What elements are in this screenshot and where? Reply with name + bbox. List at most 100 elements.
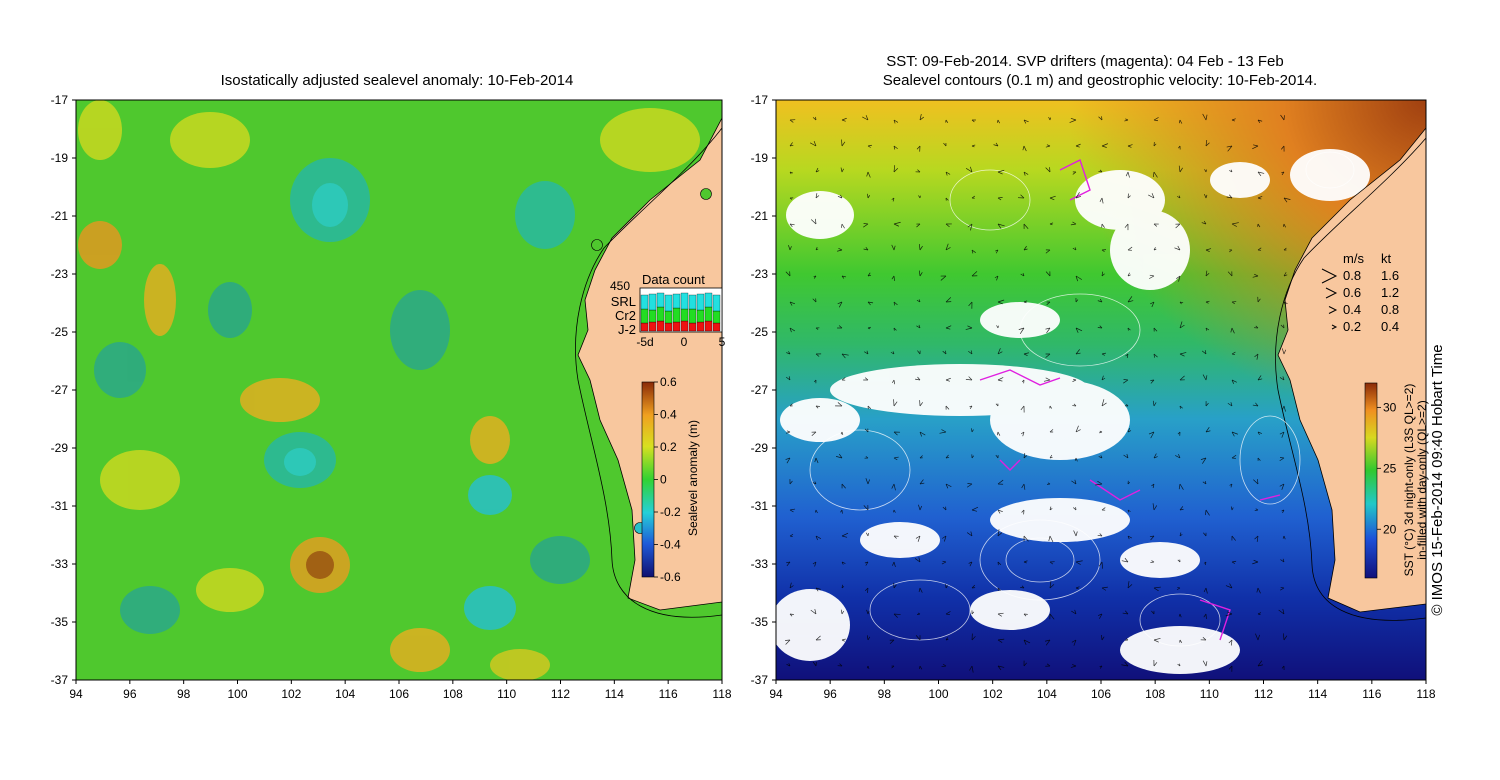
data-count-bar	[680, 308, 689, 322]
right-map-x-tick-label: 102	[983, 687, 1003, 701]
left-colorbar-tick-label: 0.4	[660, 408, 677, 422]
left-map-x-tick-label: 114	[605, 687, 624, 701]
velocity-legend-arrow	[1325, 287, 1338, 299]
data-count-bar	[688, 294, 697, 310]
left-map-y-tick-label: -35	[51, 615, 69, 629]
right-colorbar-tick-label: 30	[1383, 400, 1397, 414]
left-map-y-tick-label: -25	[51, 325, 69, 339]
data-count-bar	[664, 322, 673, 332]
right-map-y-tick-label: -37	[751, 673, 769, 687]
data-count-bar	[640, 308, 649, 324]
data-count-bar	[688, 322, 697, 332]
right-map-y-tick-label: -21	[751, 209, 769, 223]
left-map-y-tick-label: -21	[51, 209, 69, 223]
data-count-bar	[664, 294, 673, 312]
data-count-source-j2: J-2	[618, 322, 636, 337]
left-map-field	[76, 100, 722, 680]
right-map-x-tick-label: 94	[769, 687, 783, 701]
velocity-legend-kt: 0.8	[1381, 302, 1399, 317]
right-map-x-tick-label: 112	[1254, 687, 1273, 701]
left-map-y-axis: -17 -19 -21 -23 -25 -27 -29 -31 -33 -35 -37	[51, 93, 76, 687]
data-count-bar	[656, 320, 665, 332]
data-count-bar	[704, 320, 713, 332]
right-colorbar-tick-label: 25	[1383, 461, 1397, 475]
right-map-y-tick-label: -27	[751, 383, 769, 397]
right-map-x-tick-label: 98	[878, 687, 892, 701]
velocity-legend-ms: 0.2	[1343, 319, 1361, 334]
right-map-y-tick-label: -23	[751, 267, 769, 281]
velocity-legend-ms: 0.8	[1343, 268, 1361, 283]
right-map-x-tick-label: 108	[1145, 687, 1165, 701]
left-map-y-tick-label: -19	[51, 151, 69, 165]
left-colorbar-tick-label: -0.4	[660, 538, 681, 552]
velocity-legend-header-ms: m/s	[1343, 251, 1364, 266]
velocity-legend-ms: 0.6	[1343, 285, 1361, 300]
right-map-y-tick-label: -25	[751, 325, 769, 339]
left-colorbar-tick-label: 0.2	[660, 440, 677, 454]
velocity-legend-header-kt: kt	[1381, 251, 1392, 266]
data-count-xtick: -5d	[636, 335, 653, 349]
left-map-x-tick-label: 116	[659, 687, 678, 701]
data-count-bar	[696, 321, 705, 332]
data-count-bar	[640, 322, 649, 332]
right-map-title-line1: SST: 09-Feb-2014. SVP drifters (magenta)…	[886, 53, 1283, 70]
data-count-bar	[672, 307, 681, 323]
left-map-y-tick-label: -29	[51, 441, 69, 455]
data-count-source-srl: SRL	[611, 294, 636, 309]
data-count-bar	[704, 292, 713, 308]
right-map-x-tick-label: 116	[1362, 687, 1381, 701]
right-map-field	[776, 100, 1426, 680]
right-map-title-line2: Sealevel contours (0.1 m) and geostrophi…	[883, 72, 1317, 89]
right-colorbar-label-line1: SST (°C) 3d night-only (L3S QL>=2)	[1402, 384, 1416, 577]
left-map-x-tick-label: 98	[177, 687, 191, 701]
velocity-legend: m/s kt 0.8 1.6 0.6 1.2 0.4 0.8 0.2 0.4	[1321, 251, 1399, 334]
left-map-x-tick-label: 112	[551, 687, 570, 701]
right-map-x-tick-label: 104	[1037, 687, 1057, 701]
right-colorbar-tick-label: 20	[1383, 522, 1397, 536]
data-count-bars	[640, 292, 721, 332]
data-count-bar	[648, 321, 657, 332]
left-map-y-tick-label: -27	[51, 383, 69, 397]
data-count-bar	[680, 320, 689, 332]
data-count-bar	[712, 294, 721, 312]
data-count-bar	[664, 310, 673, 324]
data-count-source-cr2: Cr2	[615, 308, 636, 323]
velocity-legend-kt: 0.4	[1381, 319, 1399, 334]
right-map-x-axis: 94 96 98 100 102 104 106 108 110 112 114 116 118	[769, 680, 1436, 701]
right-map-y-tick-label: -19	[751, 151, 769, 165]
left-map-x-tick-label: 96	[123, 687, 137, 701]
right-map-y-tick-label: -33	[751, 557, 769, 571]
velocity-legend-ms: 0.4	[1343, 302, 1361, 317]
velocity-legend-kt: 1.2	[1381, 285, 1399, 300]
left-colorbar-tick-label: -0.2	[660, 505, 681, 519]
data-count-title: Data count	[642, 272, 705, 287]
data-count-bar	[696, 293, 705, 311]
data-count-max: 450	[610, 279, 630, 293]
left-map-x-tick-label: 104	[335, 687, 355, 701]
right-colorbar: 30 25 20 SST (°C) 3d night-only (L3S QL>=2…	[1364, 382, 1429, 579]
left-map-x-tick-label: 106	[389, 687, 409, 701]
right-map-y-axis: -17 -19 -21 -23 -25 -27 -29 -31 -33 -35 -37	[751, 93, 776, 687]
left-map-x-tick-label: 100	[227, 687, 247, 701]
data-count-bar	[648, 293, 657, 311]
data-count-bar	[688, 308, 697, 324]
left-colorbar: 0.6 0.4 0.2 0 -0.2 -0.4 -0.6 Sealevel anomaly …	[641, 375, 700, 584]
data-count-panel: Data count 450 SRL Cr2 J-2 -5d 0 5	[610, 272, 726, 349]
right-map-x-tick-label: 96	[823, 687, 837, 701]
data-count-bar	[712, 322, 721, 332]
right-map-x-tick-label: 114	[1308, 687, 1327, 701]
left-map-x-tick-label: 110	[497, 687, 516, 701]
data-count-bar	[704, 306, 713, 322]
data-count-xtick: 0	[681, 335, 688, 349]
data-count-bar	[640, 294, 649, 310]
right-map-y-tick-label: -17	[751, 93, 769, 107]
left-map-x-axis: 94 96 98 100 102 104 106 108 110 112 114 116 118	[69, 680, 732, 701]
right-map-x-tick-label: 100	[928, 687, 948, 701]
left-map-y-tick-label: -31	[51, 499, 69, 513]
right-map-y-tick-label: -29	[751, 441, 769, 455]
left-colorbar-label: Sealevel anomaly (m)	[686, 420, 700, 536]
left-map-title: Isostatically adjusted sealevel anomaly:…	[221, 72, 574, 89]
data-count-bar	[696, 309, 705, 323]
left-map-x-tick-label: 94	[69, 687, 83, 701]
left-map-x-tick-label: 108	[443, 687, 463, 701]
